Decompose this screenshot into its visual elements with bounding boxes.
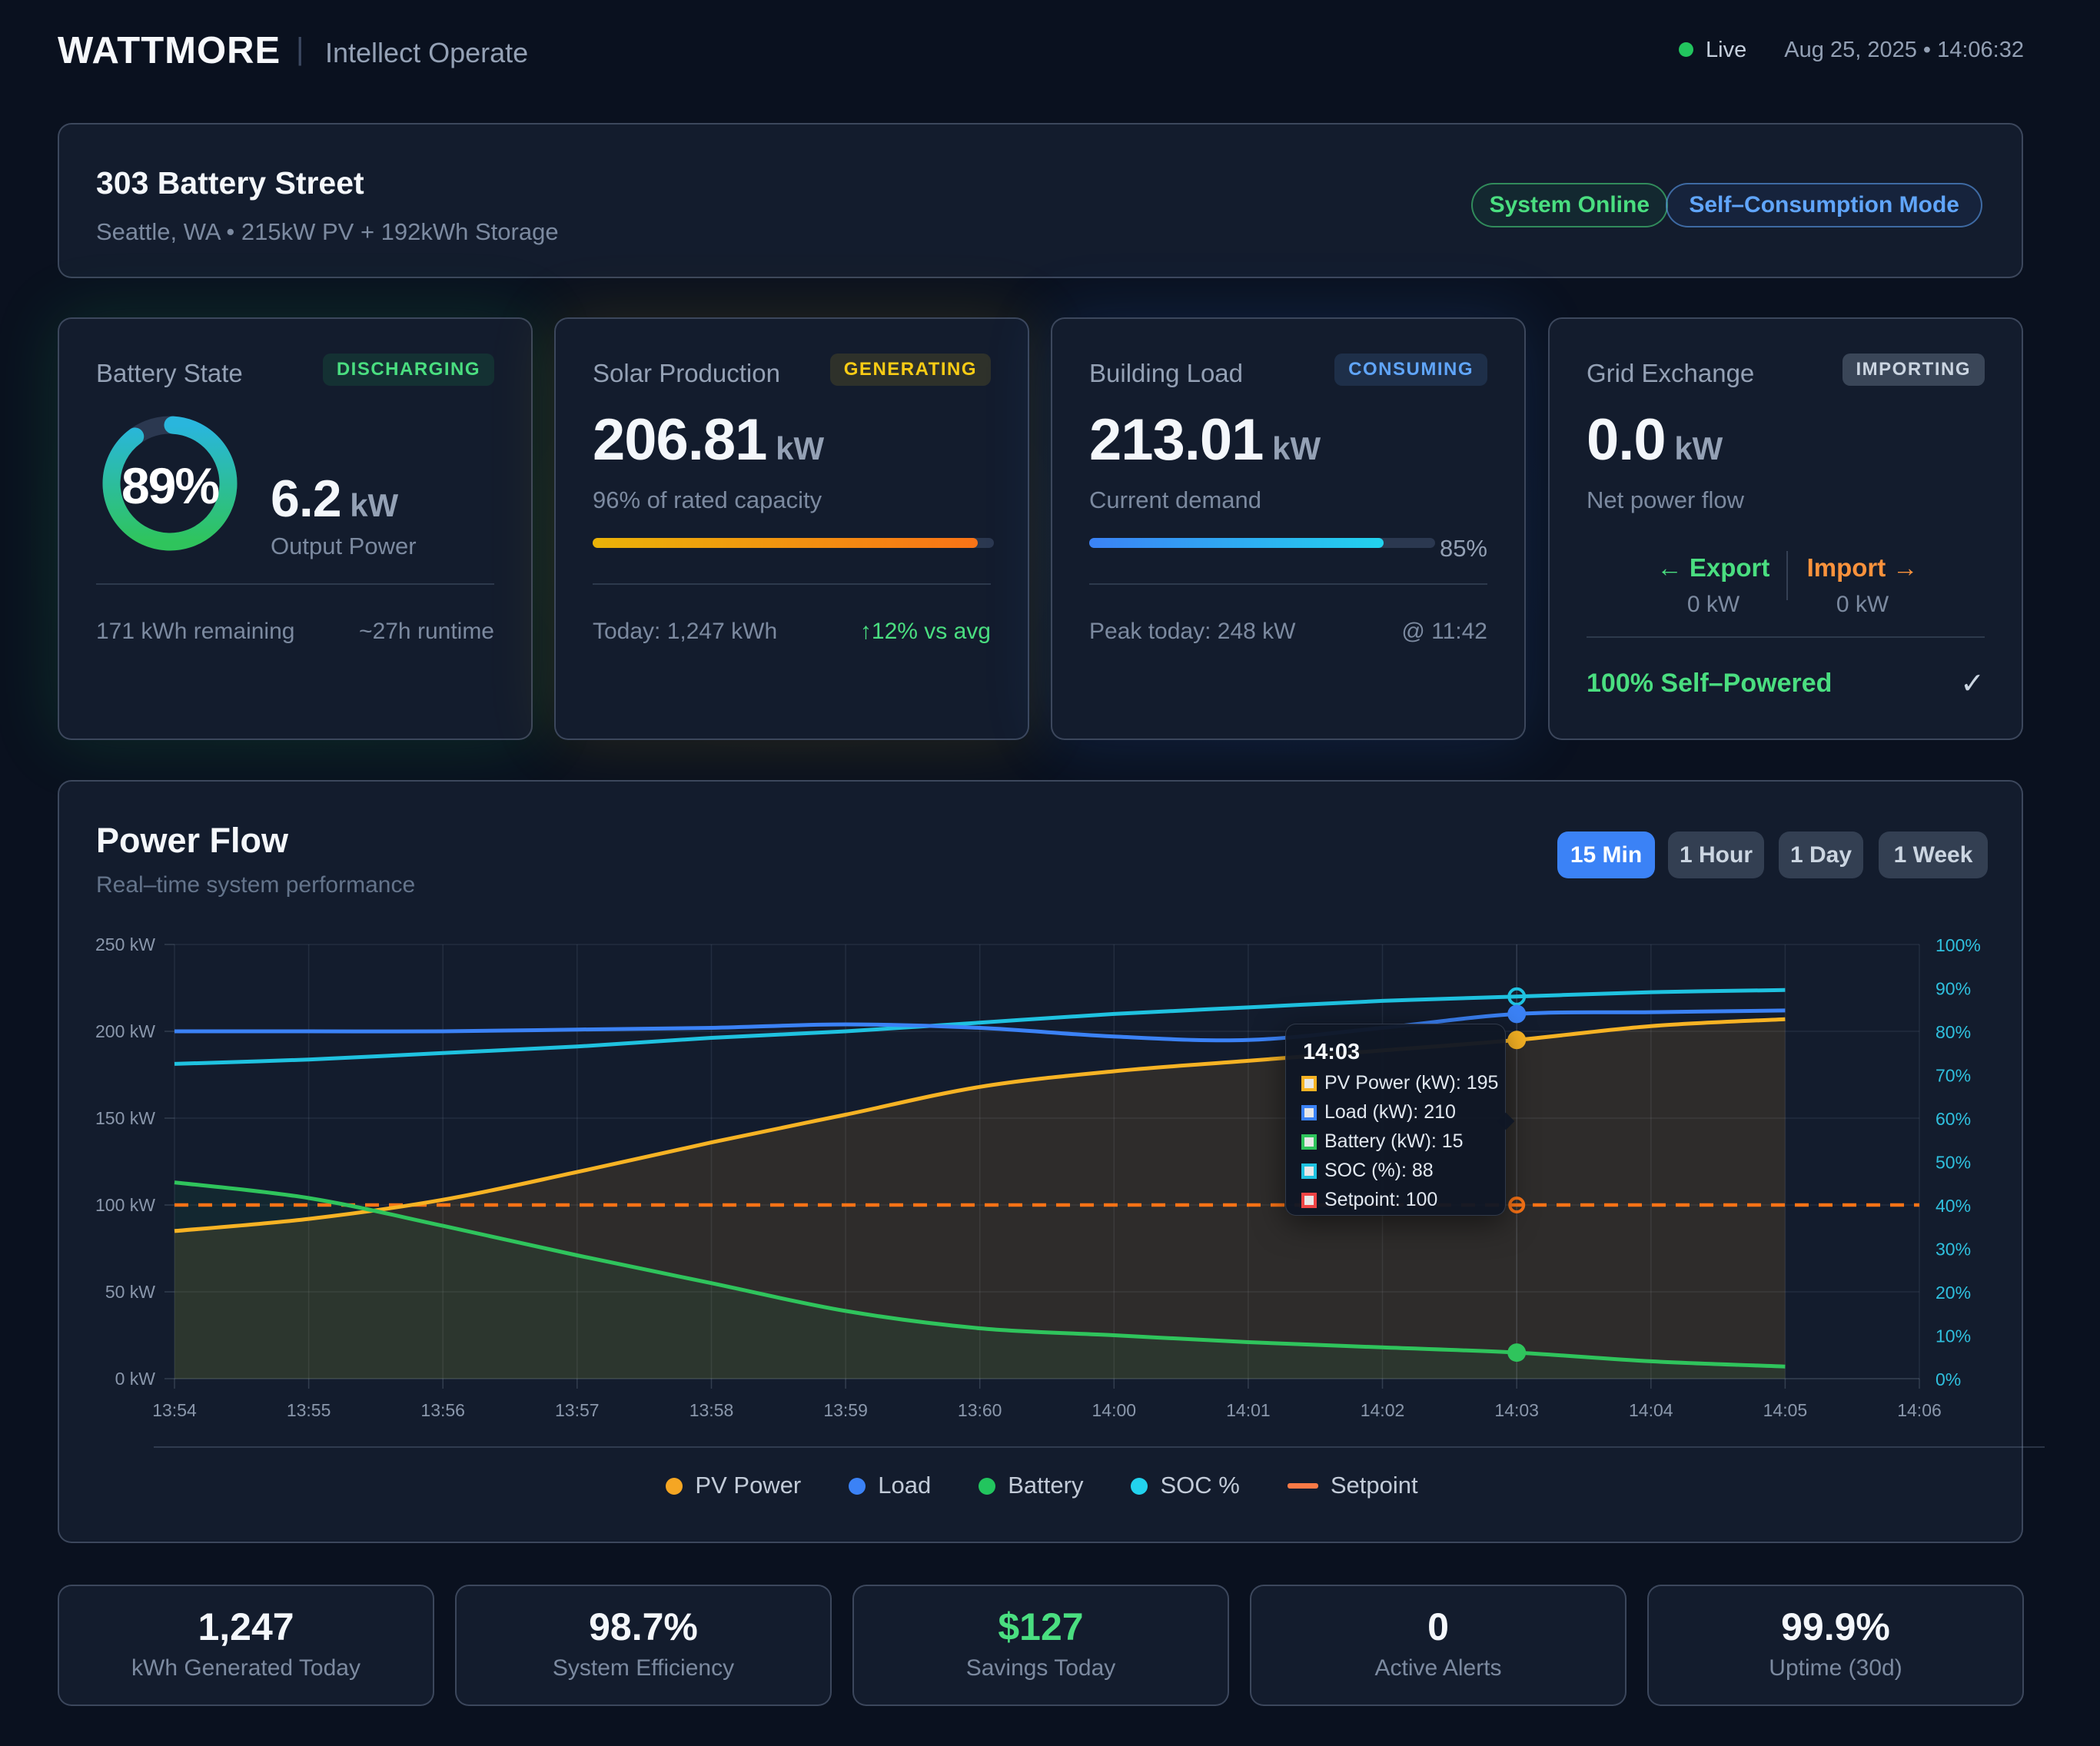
svg-text:13:60: 13:60 — [958, 1400, 1002, 1420]
svg-text:13:55: 13:55 — [287, 1400, 331, 1420]
svg-text:14:00: 14:00 — [1092, 1400, 1137, 1420]
svg-text:13:58: 13:58 — [689, 1400, 734, 1420]
svg-text:100%: 100% — [1936, 935, 1981, 955]
svg-text:14:06: 14:06 — [1897, 1400, 1942, 1420]
svg-text:14:01: 14:01 — [1226, 1400, 1271, 1420]
svg-text:250 kW: 250 kW — [95, 934, 155, 954]
svg-text:20%: 20% — [1936, 1283, 1971, 1303]
svg-text:30%: 30% — [1936, 1240, 1971, 1260]
svg-text:13:59: 13:59 — [823, 1400, 868, 1420]
svg-text:200 kW: 200 kW — [95, 1021, 155, 1041]
svg-text:14:04: 14:04 — [1629, 1400, 1673, 1420]
svg-text:60%: 60% — [1936, 1109, 1971, 1129]
svg-text:90%: 90% — [1936, 979, 1971, 999]
svg-text:80%: 80% — [1936, 1022, 1971, 1042]
svg-text:150 kW: 150 kW — [95, 1108, 155, 1128]
svg-text:0 kW: 0 kW — [115, 1369, 156, 1389]
svg-text:50 kW: 50 kW — [105, 1282, 155, 1302]
svg-text:50%: 50% — [1936, 1153, 1971, 1173]
svg-text:0%: 0% — [1936, 1369, 1961, 1389]
svg-text:14:05: 14:05 — [1763, 1400, 1808, 1420]
svg-text:40%: 40% — [1936, 1196, 1971, 1216]
svg-text:13:56: 13:56 — [420, 1400, 465, 1420]
svg-text:10%: 10% — [1936, 1326, 1971, 1346]
svg-text:14:03: 14:03 — [1494, 1400, 1539, 1420]
svg-text:13:57: 13:57 — [555, 1400, 600, 1420]
svg-text:14:02: 14:02 — [1361, 1400, 1405, 1420]
svg-text:100 kW: 100 kW — [95, 1195, 155, 1215]
svg-text:13:54: 13:54 — [152, 1400, 197, 1420]
svg-text:70%: 70% — [1936, 1066, 1971, 1086]
